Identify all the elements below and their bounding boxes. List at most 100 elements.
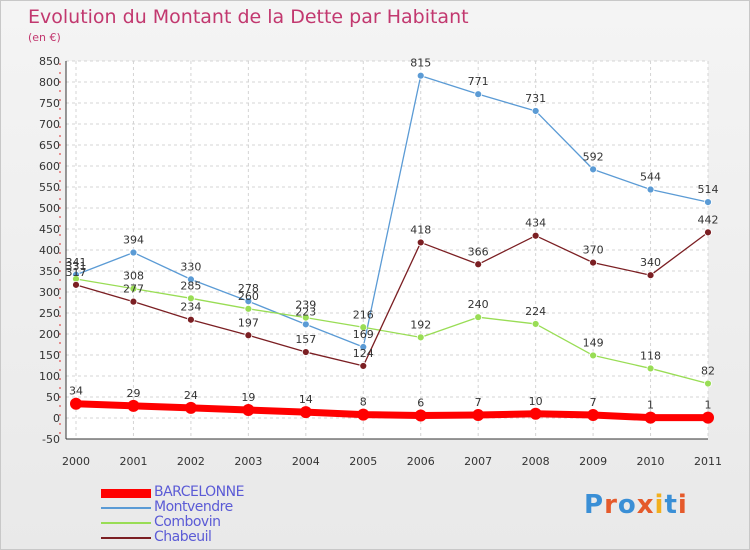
data-label: 370 bbox=[583, 244, 604, 257]
data-label: 366 bbox=[468, 245, 489, 258]
data-label: 340 bbox=[640, 256, 661, 269]
data-point bbox=[589, 165, 597, 174]
data-label: 7 bbox=[590, 396, 597, 409]
y-tick-label: 50 bbox=[46, 391, 60, 404]
y-tick-label: 550 bbox=[39, 181, 60, 194]
data-label: 19 bbox=[241, 391, 255, 404]
data-point bbox=[301, 313, 310, 322]
data-point bbox=[589, 258, 597, 267]
data-label: 308 bbox=[123, 270, 144, 283]
chart-subtitle: (en €) bbox=[28, 31, 61, 44]
logo-letter: P bbox=[584, 490, 605, 520]
series-line-barcelonne bbox=[72, 400, 712, 422]
data-label: 224 bbox=[525, 305, 546, 318]
data-point bbox=[416, 71, 425, 80]
data-point bbox=[531, 231, 540, 240]
data-label: 260 bbox=[238, 290, 259, 303]
data-point bbox=[531, 107, 540, 115]
data-point bbox=[702, 411, 714, 424]
series-line-combovin bbox=[75, 278, 709, 385]
y-tick-label: 650 bbox=[39, 139, 60, 152]
data-point bbox=[359, 343, 368, 351]
data-label: 216 bbox=[353, 308, 374, 321]
legend-swatch bbox=[101, 522, 151, 524]
y-tick-label: 400 bbox=[39, 244, 60, 257]
data-label: 394 bbox=[123, 234, 144, 247]
data-point bbox=[129, 297, 138, 306]
data-point bbox=[589, 351, 597, 360]
data-point bbox=[474, 313, 483, 322]
logo-letter: r bbox=[604, 490, 618, 520]
y-tick-label: 250 bbox=[39, 307, 60, 320]
data-label: 14 bbox=[299, 393, 313, 406]
data-point bbox=[301, 320, 310, 329]
x-tick-label: 2010 bbox=[637, 455, 665, 468]
legend-label: Montvendre bbox=[154, 499, 233, 515]
x-tick-label: 2011 bbox=[694, 455, 722, 468]
legend-item: BARCELONNE bbox=[101, 484, 301, 500]
data-point bbox=[242, 404, 255, 417]
y-tick-label: 600 bbox=[39, 160, 60, 173]
data-label: 24 bbox=[184, 389, 198, 402]
data-point bbox=[416, 238, 425, 247]
data-point bbox=[127, 399, 140, 412]
data-label: 192 bbox=[410, 318, 431, 331]
data-label: 149 bbox=[583, 336, 604, 349]
data-point bbox=[531, 320, 540, 328]
legend-item: Chabeuil bbox=[101, 529, 301, 545]
data-point bbox=[299, 406, 312, 419]
data-point bbox=[472, 409, 485, 422]
x-tick-label: 2004 bbox=[292, 455, 320, 468]
legend-swatch bbox=[101, 537, 151, 539]
data-label: 29 bbox=[126, 387, 140, 400]
data-label: 285 bbox=[180, 279, 201, 292]
data-label: 7 bbox=[475, 396, 482, 409]
data-point bbox=[187, 315, 195, 324]
data-label: 169 bbox=[353, 328, 374, 341]
data-point bbox=[646, 271, 655, 280]
data-label: 8 bbox=[360, 396, 367, 409]
x-tick-label: 2005 bbox=[349, 455, 377, 468]
y-tick-label: 100 bbox=[39, 370, 60, 383]
data-label: 6 bbox=[417, 396, 424, 409]
x-tick-label: 2000 bbox=[62, 455, 90, 468]
data-point bbox=[414, 409, 427, 422]
x-tick-label: 2007 bbox=[464, 455, 492, 468]
data-label: 234 bbox=[180, 301, 201, 314]
data-label: 418 bbox=[410, 223, 431, 236]
y-tick-label: 150 bbox=[39, 349, 60, 362]
data-point bbox=[244, 304, 253, 313]
data-point bbox=[646, 185, 655, 194]
data-label: 240 bbox=[468, 298, 489, 311]
data-point bbox=[129, 284, 138, 293]
series-line-montvendre bbox=[75, 75, 709, 348]
data-label: 118 bbox=[640, 349, 661, 362]
data-point bbox=[416, 333, 425, 342]
data-point bbox=[529, 407, 542, 420]
data-point bbox=[187, 294, 195, 303]
data-point bbox=[587, 409, 600, 422]
x-tick-label: 2001 bbox=[119, 455, 147, 468]
legend-label: Chabeuil bbox=[154, 529, 212, 545]
y-tick-label: -50 bbox=[42, 433, 60, 446]
data-point bbox=[184, 401, 197, 414]
y-tick-label: 450 bbox=[39, 223, 60, 236]
data-point bbox=[244, 331, 253, 340]
data-label: 341 bbox=[66, 256, 87, 269]
data-point bbox=[357, 408, 370, 421]
x-tick-label: 2006 bbox=[407, 455, 435, 468]
data-label: 239 bbox=[295, 299, 316, 312]
legend-swatch bbox=[101, 488, 151, 498]
logo-letter: o bbox=[617, 490, 637, 520]
data-label: 317 bbox=[66, 266, 87, 279]
chart-title: Evolution du Montant de la Dette par Hab… bbox=[28, 6, 469, 28]
x-tick-label: 2008 bbox=[522, 455, 550, 468]
logo-letter: i bbox=[654, 490, 665, 520]
data-label: 197 bbox=[238, 316, 259, 329]
data-label: 34 bbox=[69, 385, 83, 398]
y-tick-label: 700 bbox=[39, 118, 60, 131]
data-label: 277 bbox=[123, 283, 144, 296]
data-label: 124 bbox=[353, 347, 374, 360]
